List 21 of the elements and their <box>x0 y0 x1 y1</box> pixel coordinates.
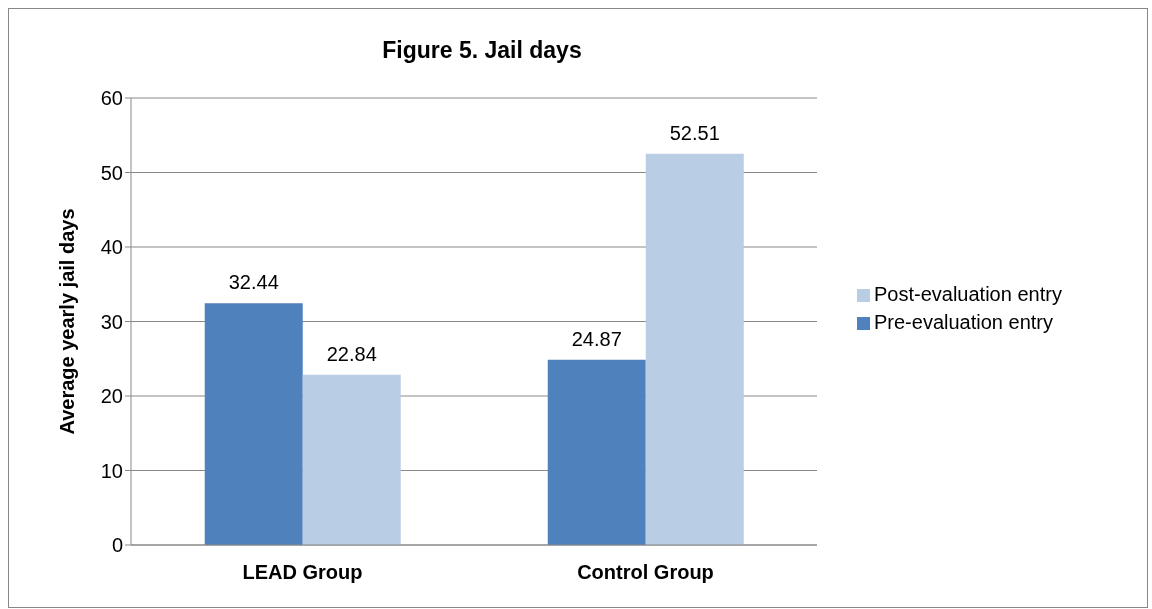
legend-label: Pre-evaluation entry <box>874 311 1053 333</box>
y-tick-label: 0 <box>111 534 123 557</box>
data-label: 22.84 <box>326 342 377 365</box>
bar <box>302 374 401 545</box>
legend-label: Post-evaluation entry <box>874 283 1062 305</box>
data-label: 24.87 <box>571 327 622 350</box>
y-tick-label: 10 <box>100 459 123 482</box>
y-tick-label: 60 <box>100 87 123 110</box>
y-tick-label: 50 <box>100 161 123 184</box>
data-label: 52.51 <box>669 121 720 144</box>
y-tick-label: 30 <box>100 310 123 333</box>
y-tick-label: 40 <box>100 236 123 259</box>
y-axis-title: Average yearly jail days <box>56 208 79 435</box>
bar <box>645 153 744 545</box>
chart-title: Figure 5. Jail days <box>381 37 583 64</box>
x-tick-label: Control Group <box>577 561 714 584</box>
y-tick-label: 20 <box>100 385 123 408</box>
x-tick-label: LEAD Group <box>242 561 363 584</box>
bar <box>547 359 646 545</box>
data-label: 32.44 <box>228 271 279 294</box>
bar <box>204 303 303 545</box>
